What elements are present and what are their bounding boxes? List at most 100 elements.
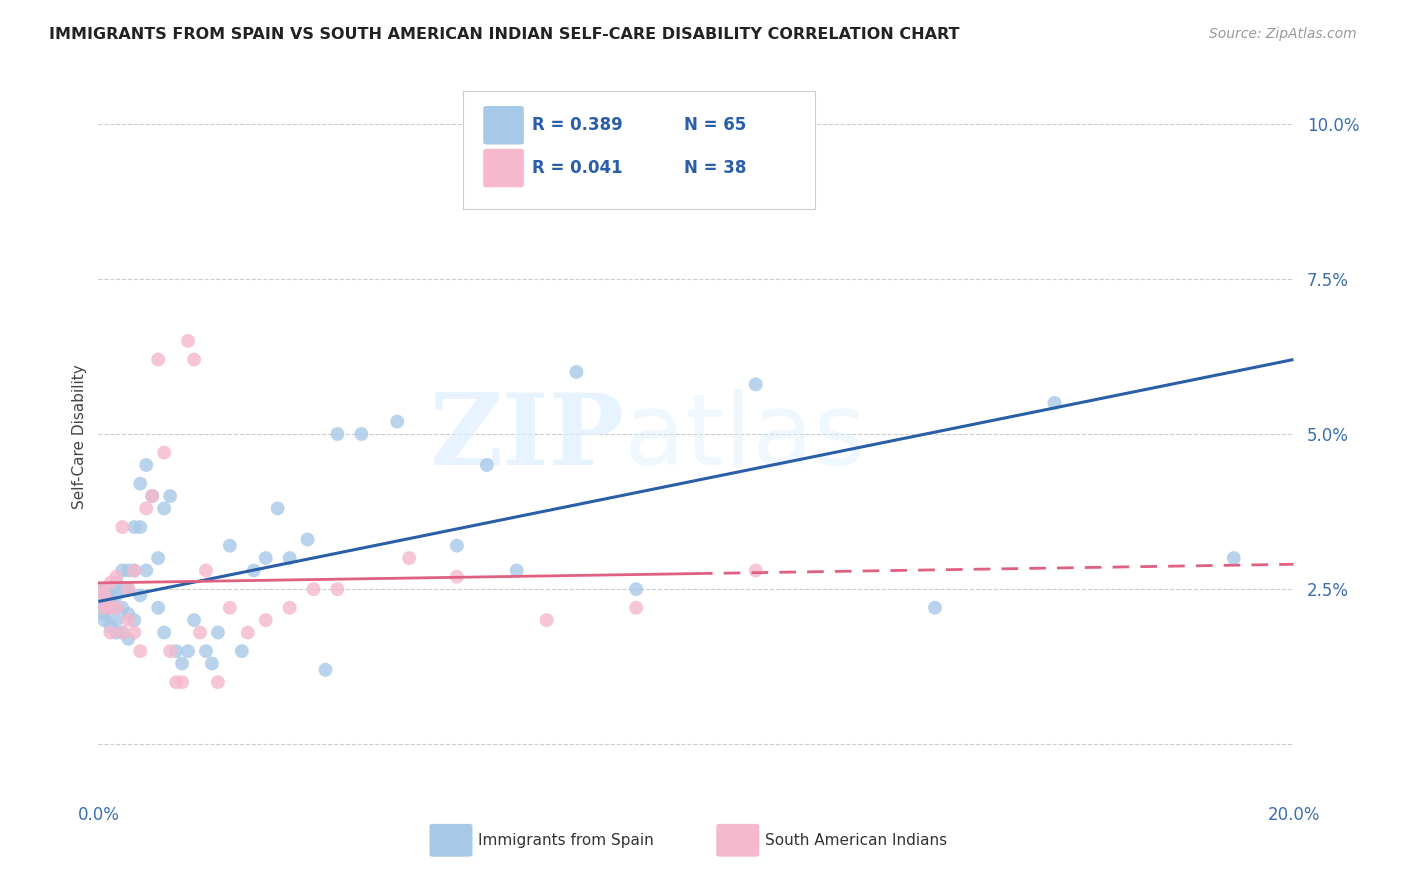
Point <box>117 632 139 646</box>
Point <box>326 427 349 442</box>
Point <box>153 625 176 640</box>
Point <box>148 600 170 615</box>
Text: South American Indians: South American Indians <box>765 833 948 847</box>
Point <box>93 594 115 608</box>
Point <box>129 520 152 534</box>
Text: Immigrants from Spain: Immigrants from Spain <box>478 833 654 847</box>
Point <box>446 539 468 553</box>
Point <box>207 625 229 640</box>
Point <box>148 551 170 566</box>
Point <box>278 551 301 566</box>
Point <box>745 564 768 578</box>
Point <box>446 570 468 584</box>
Point <box>124 613 146 627</box>
Point <box>111 600 134 615</box>
Point <box>188 625 211 640</box>
Point <box>350 427 373 442</box>
Point <box>326 582 349 596</box>
Point <box>124 564 146 578</box>
Point <box>626 600 648 615</box>
Point <box>93 588 115 602</box>
Point <box>165 644 187 658</box>
Point <box>153 501 176 516</box>
Point <box>172 675 194 690</box>
Point <box>98 619 122 633</box>
FancyBboxPatch shape <box>463 91 815 209</box>
Point <box>105 588 128 602</box>
Point <box>195 564 218 578</box>
Point <box>201 657 224 671</box>
Point <box>254 613 277 627</box>
Point <box>135 458 157 472</box>
Point <box>98 582 122 596</box>
Text: Source: ZipAtlas.com: Source: ZipAtlas.com <box>1209 27 1357 41</box>
Point <box>98 575 122 590</box>
Point <box>124 625 146 640</box>
FancyBboxPatch shape <box>484 149 524 187</box>
Point <box>129 476 152 491</box>
Point <box>117 613 139 627</box>
Point <box>111 564 134 578</box>
Point <box>98 594 122 608</box>
Point <box>105 600 128 615</box>
Point <box>195 644 218 658</box>
Point <box>183 613 205 627</box>
Point <box>93 588 115 602</box>
Point <box>231 644 253 658</box>
Point <box>105 575 128 590</box>
Point <box>93 613 115 627</box>
Text: ZIP: ZIP <box>429 389 624 485</box>
Point <box>536 613 558 627</box>
Text: IMMIGRANTS FROM SPAIN VS SOUTH AMERICAN INDIAN SELF-CARE DISABILITY CORRELATION : IMMIGRANTS FROM SPAIN VS SOUTH AMERICAN … <box>49 27 960 42</box>
Point <box>111 625 134 640</box>
Point <box>254 551 277 566</box>
Point <box>236 625 259 640</box>
Text: N = 65: N = 65 <box>685 116 747 134</box>
Point <box>207 675 229 690</box>
Point <box>105 613 128 627</box>
Point <box>398 551 420 566</box>
Y-axis label: Self-Care Disability: Self-Care Disability <box>72 365 87 509</box>
Point <box>506 564 529 578</box>
Text: N = 38: N = 38 <box>685 159 747 177</box>
Point <box>385 415 409 429</box>
Point <box>111 582 134 596</box>
Point <box>745 377 768 392</box>
Point <box>111 625 134 640</box>
Point <box>297 533 319 547</box>
Point <box>219 539 242 553</box>
FancyBboxPatch shape <box>716 824 759 856</box>
Point <box>105 600 128 615</box>
Point <box>117 607 139 621</box>
Point <box>278 600 301 615</box>
Point <box>475 458 498 472</box>
Point <box>141 489 163 503</box>
Point <box>105 570 128 584</box>
Point <box>111 520 134 534</box>
Point <box>159 489 181 503</box>
Point <box>159 644 181 658</box>
Text: R = 0.041: R = 0.041 <box>533 159 623 177</box>
Point <box>267 501 290 516</box>
Point <box>315 663 337 677</box>
Point <box>924 600 946 615</box>
Point <box>93 600 115 615</box>
Point <box>183 352 205 367</box>
Point <box>302 582 325 596</box>
Point <box>98 625 122 640</box>
Point <box>135 564 157 578</box>
Text: atlas: atlas <box>624 389 866 485</box>
Point <box>124 520 146 534</box>
Point <box>90 582 112 596</box>
Point <box>243 564 266 578</box>
Point <box>98 600 122 615</box>
Point <box>135 501 157 516</box>
Point <box>90 582 112 596</box>
Point <box>153 445 176 459</box>
Point <box>93 600 115 615</box>
Point <box>1223 551 1246 566</box>
Point <box>565 365 588 379</box>
Point <box>165 675 187 690</box>
Point <box>105 625 128 640</box>
Point <box>93 607 115 621</box>
